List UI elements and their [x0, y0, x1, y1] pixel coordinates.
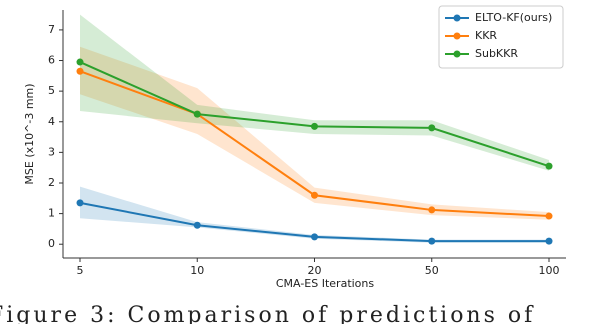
- point: [428, 124, 436, 132]
- point: [76, 199, 84, 207]
- point: [545, 237, 553, 245]
- x-tick-label: 10: [190, 264, 204, 277]
- point: [76, 58, 84, 66]
- point: [76, 67, 84, 75]
- y-tick-label: 0: [48, 237, 55, 250]
- x-tick-label: 20: [308, 264, 322, 277]
- legend-label: KKR: [475, 29, 497, 42]
- legend-marker: [453, 32, 461, 40]
- y-tick-label: 4: [48, 115, 55, 128]
- x-tick-label: 5: [77, 264, 84, 277]
- confidence-band: [80, 46, 549, 220]
- confidence-band: [80, 14, 549, 171]
- y-tick-label: 5: [48, 84, 55, 97]
- legend-label: ELTO-KF(ours): [475, 11, 552, 24]
- y-tick-label: 1: [48, 207, 55, 220]
- legend-box: [438, 5, 564, 69]
- point: [311, 233, 318, 241]
- point: [545, 212, 553, 220]
- point: [428, 206, 436, 214]
- legend-label: SubKKR: [475, 47, 518, 60]
- y-tick-label: 6: [48, 54, 55, 67]
- point: [311, 122, 318, 130]
- x-tick-label: 50: [425, 264, 439, 277]
- y-axis-label: MSE (x10^-3 mm): [23, 83, 36, 184]
- x-tick-label: 100: [539, 264, 560, 277]
- caption: Figure 3: Comparison of predictions of: [0, 303, 535, 324]
- y-tick-label: 3: [48, 145, 55, 158]
- point: [193, 110, 201, 118]
- legend-marker: [453, 14, 461, 22]
- point: [428, 237, 436, 245]
- y-tick-label: 2: [48, 176, 55, 189]
- point: [193, 221, 201, 229]
- legend-marker: [453, 50, 461, 58]
- point: [545, 162, 553, 170]
- x-axis-label: CMA-ES Iterations: [276, 277, 375, 290]
- y-tick-label: 7: [48, 23, 55, 36]
- point: [311, 191, 318, 199]
